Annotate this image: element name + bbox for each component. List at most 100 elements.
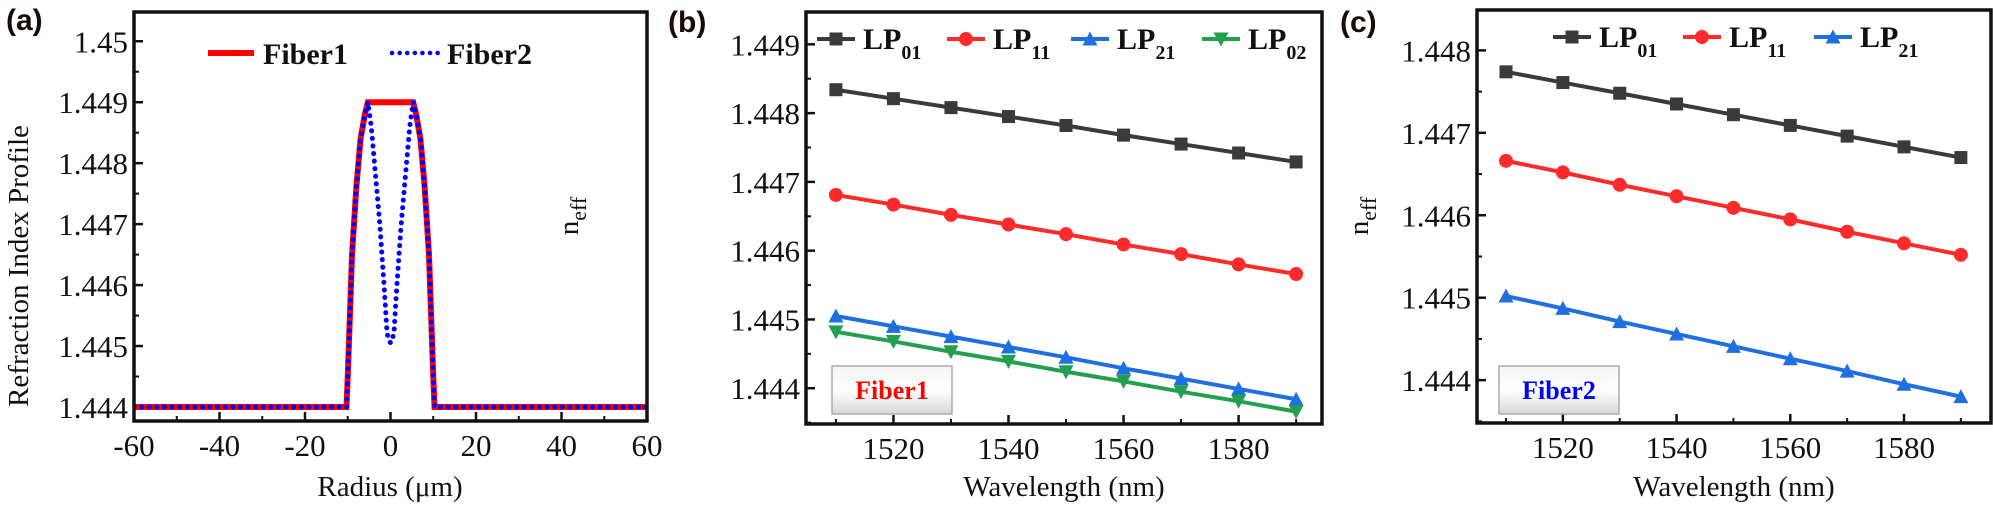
legend-label: LP21	[1117, 23, 1175, 64]
data-point	[1897, 140, 1911, 154]
legend-label-main: LP	[1860, 21, 1898, 54]
legend-item-lp21: LP21	[1071, 23, 1175, 64]
series-line	[134, 101, 647, 410]
data-point	[1555, 165, 1570, 180]
data-point	[1174, 247, 1189, 262]
x-tick-label: 1520	[1532, 430, 1594, 465]
legend-label: LP02	[1248, 23, 1306, 64]
data-point	[829, 83, 843, 97]
legend-label-subscript: 02	[1286, 42, 1306, 64]
legend-item-lp21: LP21	[1814, 21, 1918, 62]
legend-item-fiber2: Fiber2	[389, 38, 532, 71]
y-tick-label: 1.447	[58, 207, 128, 242]
data-point	[1498, 288, 1514, 303]
data-point	[885, 318, 901, 333]
legend-item-lp11: LP11	[1683, 21, 1786, 62]
data-point	[886, 197, 901, 212]
data-point	[1116, 237, 1131, 252]
data-point	[1612, 177, 1627, 192]
axes-frame	[132, 10, 649, 423]
data-point	[1117, 128, 1131, 142]
data-point	[1896, 376, 1912, 391]
legend-marker	[1825, 29, 1841, 44]
plot-area	[828, 83, 1304, 420]
data-point	[828, 187, 843, 202]
legend-item-fiber1: Fiber1	[208, 38, 348, 71]
panel-label: (a)	[6, 4, 43, 37]
legend: Fiber1 Fiber2	[208, 38, 532, 71]
x-tick-label: 20	[461, 428, 492, 463]
panel-b-fiber1-neff: (b) 1520 1540 1560 1580 1.444 1.445 1.446 1.447 1…	[553, 6, 1324, 503]
legend-marker	[959, 32, 973, 46]
data-point	[1840, 129, 1854, 143]
x-tick-label: 1580	[1208, 431, 1270, 466]
y-axis-title: neff	[553, 196, 591, 235]
legend-marker	[1213, 32, 1229, 47]
y-axis-title-subscript: eff	[1356, 196, 1381, 221]
y-tick-label: 1.446	[58, 268, 128, 303]
series-lp01	[1499, 65, 1968, 165]
series-lp11	[1498, 153, 1968, 262]
legend-label-main: LP	[863, 23, 901, 56]
data-point	[1669, 326, 1685, 341]
y-axis-title-main: n	[553, 220, 585, 235]
data-point	[1173, 385, 1189, 400]
legend-label-main: LP	[1117, 23, 1155, 56]
y-axis-title-main: n	[1343, 220, 1375, 235]
data-point	[1000, 354, 1016, 369]
data-point	[1059, 227, 1074, 242]
data-point	[943, 345, 959, 360]
y-axis-title: neff	[1343, 196, 1381, 235]
legend-label: LP11	[1729, 21, 1786, 62]
data-point	[1116, 360, 1132, 375]
data-point	[1288, 391, 1304, 406]
legend-label: LP11	[993, 23, 1050, 64]
data-point	[1173, 371, 1189, 386]
x-tick-label: 60	[632, 428, 663, 463]
data-point	[1669, 189, 1684, 204]
data-point	[885, 334, 901, 349]
series-lp01	[829, 83, 1303, 169]
fiber-tag-label: Fiber1	[855, 376, 929, 405]
legend-label-main: LP	[1729, 21, 1767, 54]
x-tick-label: 1560	[1759, 430, 1821, 465]
y-axis-title-subscript: eff	[566, 196, 591, 221]
data-point	[1231, 381, 1247, 396]
x-axis-title: Radius (μm)	[317, 471, 462, 503]
legend-marker	[1695, 30, 1709, 44]
panel-label: (b)	[668, 6, 706, 39]
x-tick-label: 1560	[1093, 431, 1155, 466]
y-tick-label: 1.447	[730, 165, 800, 200]
legend-item-lp01: LP01	[1553, 21, 1657, 62]
legend-label: LP01	[863, 23, 921, 64]
data-point	[1058, 365, 1074, 380]
data-point	[1726, 108, 1740, 122]
data-point	[1232, 146, 1246, 160]
legend-label-main: LP	[1599, 21, 1637, 54]
y-tick-label: 1.446	[730, 234, 800, 269]
data-point	[828, 325, 844, 340]
data-point	[1000, 339, 1016, 354]
x-tick-label: 1520	[862, 431, 924, 466]
x-tick-label: 1540	[977, 431, 1039, 466]
x-tick-label: 40	[546, 428, 577, 463]
x-tick-label: 1540	[1646, 430, 1708, 465]
data-point	[1612, 314, 1628, 329]
panel-a-refractive-index-profile: (a) -60 -40 -20 0 20 40 60 1.444 1.445 1.446 1.447 1…	[3, 4, 663, 503]
data-point	[1231, 394, 1247, 409]
x-tick-label: 0	[383, 428, 399, 463]
y-tick-label: 1.444	[58, 390, 128, 425]
axes-frame	[1475, 8, 1993, 425]
y-tick-label: 1.45	[74, 24, 128, 59]
legend-label-main: LP	[1248, 23, 1286, 56]
y-tick-label: 1.445	[58, 329, 128, 364]
data-point	[1288, 405, 1304, 420]
legend-label: Fiber1	[263, 38, 348, 71]
y-tick-label: 1.445	[730, 302, 800, 337]
legend-label: LP21	[1860, 21, 1918, 62]
plot-area	[1498, 65, 1969, 404]
legend-label-subscript: 21	[1898, 40, 1918, 62]
legend-label-main: LP	[993, 23, 1031, 56]
series-line	[134, 99, 647, 410]
